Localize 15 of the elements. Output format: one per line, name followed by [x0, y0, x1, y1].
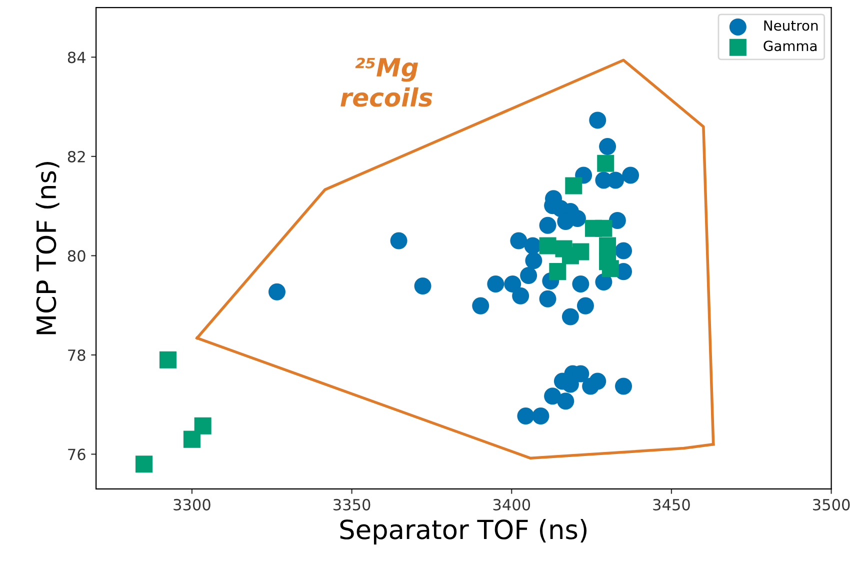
x-tick-label: 3500: [813, 498, 850, 510]
x-axis-title: Separator TOF (ns): [340, 519, 586, 545]
y-tick-label: 76: [68, 448, 86, 460]
y-axis-title: MCP TOF (ns): [36, 162, 60, 334]
legend-label: Neutron: [764, 20, 818, 31]
x-tick-label: 3350: [334, 498, 370, 510]
x-tick-label: 3450: [653, 498, 690, 510]
y-tick-label: 78: [68, 349, 86, 361]
y-tick-label: 84: [68, 52, 86, 64]
y-tick-label: 82: [68, 150, 85, 162]
y-tick-label: 80: [68, 250, 86, 262]
x-tick-label: 3300: [174, 498, 210, 510]
annotation: ²⁵Mg recoils: [340, 58, 432, 107]
x-tick-label: 3400: [493, 498, 530, 510]
legend-label: Gamma: [764, 40, 816, 52]
